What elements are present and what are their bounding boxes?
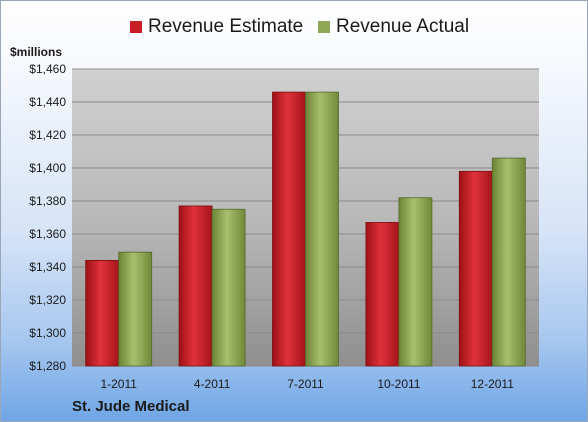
legend-item-actual: Revenue Actual [318, 16, 469, 38]
legend-item-estimate: Revenue Estimate [130, 16, 303, 38]
legend: Revenue Estimate Revenue Actual [0, 16, 588, 42]
x-category-label: 1-2011 [100, 377, 137, 391]
legend-swatch-actual [318, 21, 330, 33]
y-tick-label: $1,380 [29, 194, 66, 208]
y-tick-label: $1,400 [29, 161, 66, 175]
x-category-label: 10-2011 [377, 377, 420, 391]
x-category-label: 4-2011 [194, 377, 231, 391]
bar-revenue-actual [305, 91, 339, 367]
y-tick-label: $1,280 [29, 359, 66, 373]
bar-revenue-actual [118, 251, 153, 367]
bar-revenue-actual [398, 197, 433, 367]
bar-revenue-actual [211, 208, 246, 367]
y-tick-label: $1,440 [29, 95, 66, 109]
y-tick-label: $1,340 [29, 260, 66, 274]
bar-revenue-estimate [272, 91, 306, 367]
y-tick-label: $1,460 [29, 62, 66, 76]
y-axis-title: $millions [10, 45, 63, 59]
bar-revenue-actual [491, 157, 526, 367]
y-tick-label: $1,320 [29, 293, 66, 307]
legend-label-estimate: Revenue Estimate [148, 16, 304, 37]
y-tick-label: $1,360 [29, 227, 66, 241]
y-tick-label: $1,300 [29, 326, 66, 340]
bar-revenue-estimate [178, 205, 213, 367]
x-category-label: 12-2011 [471, 377, 514, 391]
bar-revenue-estimate [85, 259, 120, 367]
company-name: St. Jude Medical [72, 398, 190, 415]
legend-label-actual: Revenue Actual [336, 16, 470, 37]
bar-revenue-estimate [458, 170, 493, 367]
y-tick-label: $1,420 [29, 128, 66, 142]
legend-swatch-estimate [130, 21, 142, 33]
x-category-label: 7-2011 [287, 377, 324, 391]
bar-revenue-estimate [365, 222, 400, 367]
